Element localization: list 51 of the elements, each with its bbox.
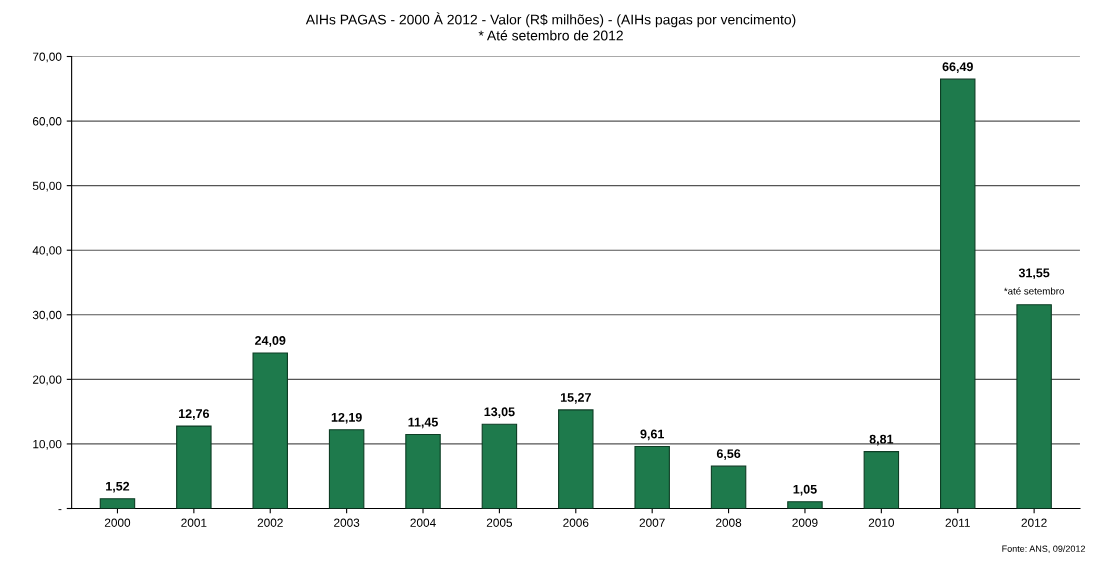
x-tick-label: 2002: [257, 518, 283, 527]
x-tick-label: 2011: [945, 518, 970, 527]
bar: [1016, 304, 1052, 509]
bar: [939, 78, 976, 509]
data-label: 12,19: [331, 412, 362, 424]
source-note: Fonte: ANS, 09/2012: [1002, 545, 1086, 553]
y-tick-label: -: [58, 509, 62, 511]
data-label: 6,56: [716, 449, 741, 460]
annotation: *até setembro: [1004, 287, 1064, 295]
data-label: 1,52: [106, 481, 130, 493]
y-tick-label: 60,00: [32, 117, 62, 127]
bar: [176, 425, 212, 509]
y-tick-label: 10,00: [33, 439, 62, 450]
data-label: 12,76: [179, 409, 210, 420]
y-tick-label: 20,00: [32, 375, 62, 386]
data-label: 9,61: [640, 429, 664, 441]
chart-subtitle: * Até setembro de 2012: [478, 30, 623, 41]
data-label: 31,55: [1018, 268, 1050, 280]
bar: [710, 465, 747, 509]
chart-title: AIHs PAGAS - 2000 À 2012 - Valor (R$ milhões) - (AIHs pagas por vencimento): [305, 12, 796, 28]
x-tick-label: 2010: [868, 518, 895, 527]
bar: [405, 434, 441, 509]
y-tick-label: 40,00: [32, 246, 62, 256]
bar: [481, 423, 518, 509]
y-tick-label: 50,00: [32, 181, 62, 192]
data-label: 24,09: [255, 336, 286, 347]
bar: [252, 352, 288, 509]
x-tick-label: 2005: [486, 518, 513, 527]
bar: [328, 429, 365, 509]
bar: [634, 445, 670, 509]
x-tick-label: 2000: [104, 518, 131, 527]
x-tick-label: 2009: [792, 518, 818, 527]
y-tick-label: 70,00: [32, 52, 62, 63]
x-tick-label: 2004: [410, 518, 436, 527]
y-tick-label: 30,00: [32, 310, 62, 321]
data-label: 1,05: [793, 484, 817, 496]
data-label: 15,27: [560, 393, 591, 404]
x-tick-label: 2012: [1021, 518, 1047, 527]
bar: [99, 498, 136, 509]
data-label: 66,49: [942, 62, 973, 73]
data-label: 11,45: [408, 417, 438, 429]
bar: [863, 451, 900, 509]
x-tick-label: 2007: [639, 518, 665, 527]
data-label: 13,05: [484, 407, 515, 419]
data-label: 8,81: [869, 434, 894, 446]
bar: [787, 501, 823, 509]
x-tick-label: 2008: [716, 518, 742, 527]
x-tick-label: 2006: [563, 518, 589, 527]
x-tick-label: 2001: [181, 518, 207, 527]
bar: [558, 409, 594, 509]
x-tick-label: 2003: [334, 518, 360, 527]
